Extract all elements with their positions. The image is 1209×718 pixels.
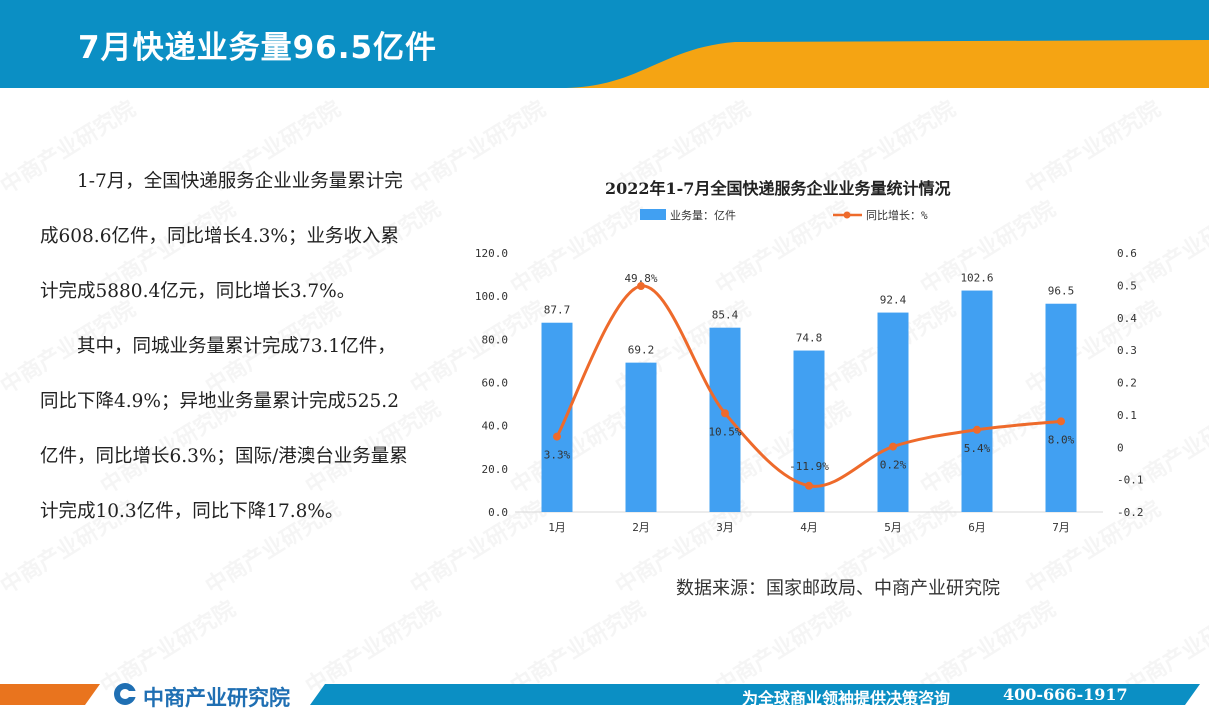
footer-bar: 中商产业研究院 为全球商业领袖提供决策咨询 400-666-1917 — [0, 676, 1209, 718]
y-right-tick-label: -0.1 — [1117, 474, 1144, 487]
growth-value-label: 3.3% — [544, 449, 571, 462]
legend-line-label: 同比增长：% — [866, 208, 928, 222]
bar-value-label: 102.6 — [960, 272, 993, 285]
growth-value-label: -11.9% — [789, 460, 829, 473]
y-left-tick-label: 0.0 — [488, 506, 508, 519]
footer-brand: 中商产业研究院 — [143, 686, 290, 710]
paragraph-detail: 其中，同城业务量累计完成73.1亿件，同比下降4.9%；异地业务量累计完成525… — [40, 336, 408, 522]
growth-value-label: 49.8% — [624, 272, 657, 285]
x-tick-label: 5月 — [884, 521, 902, 534]
y-right-tick-label: 0.6 — [1117, 247, 1137, 260]
y-right-tick-label: 0.3 — [1117, 344, 1137, 357]
growth-value-label: 10.5% — [708, 425, 741, 438]
growth-value-label: 5.4% — [964, 442, 991, 455]
bar-value-label: 92.4 — [880, 294, 907, 307]
body-text: 1-7月，全国快递服务企业业务量累计完成608.6亿件，同比增长4.3%；业务收… — [40, 154, 412, 539]
x-tick-label: 2月 — [632, 521, 650, 534]
growth-point-6 — [973, 425, 981, 434]
footer-phone: 400-666-1917 — [1003, 685, 1128, 704]
bar-value-label: 74.8 — [796, 332, 823, 345]
y-left-tick-label: 40.0 — [482, 420, 509, 433]
chart-title: 2022年1-7月全国快递服务企业业务量统计情况 — [605, 179, 951, 198]
growth-point-5 — [889, 442, 897, 451]
y-right-tick-label: 0.1 — [1117, 409, 1137, 422]
bar-value-label: 69.2 — [628, 344, 655, 357]
growth-point-7 — [1057, 417, 1065, 426]
y-right-tick-label: 0.4 — [1117, 312, 1137, 325]
growth-point-3 — [721, 409, 729, 418]
x-tick-label: 6月 — [968, 521, 986, 534]
bar-7 — [1045, 303, 1077, 512]
y-left-tick-label: 120.0 — [475, 247, 508, 260]
y-left-tick-label: 80.0 — [482, 333, 509, 346]
bar-value-label: 87.7 — [544, 304, 571, 317]
paragraph-summary: 1-7月，全国快递服务企业业务量累计完成608.6亿件，同比增长4.3%；业务收… — [40, 171, 403, 302]
legend-line-marker — [843, 211, 851, 219]
x-tick-label: 1月 — [548, 521, 566, 534]
bar-3 — [709, 327, 741, 512]
x-tick-label: 7月 — [1052, 521, 1070, 534]
growth-point-4 — [805, 481, 813, 490]
page-title: 7月快递业务量96.5亿件 — [78, 30, 438, 66]
header-background — [0, 0, 1209, 88]
y-right-tick-label: 0 — [1117, 441, 1124, 454]
growth-point-1 — [553, 432, 561, 441]
bar-2 — [625, 362, 657, 512]
y-left-tick-label: 20.0 — [482, 463, 509, 476]
bar-6 — [961, 290, 993, 512]
y-left-tick-label: 100.0 — [475, 290, 508, 303]
x-tick-label: 3月 — [716, 521, 734, 534]
footer-background — [0, 683, 1200, 705]
brand-logo-icon — [114, 683, 137, 705]
y-left-tick-label: 60.0 — [482, 377, 509, 390]
y-right-tick-label: 0.2 — [1117, 377, 1137, 390]
growth-value-label: 0.2% — [880, 459, 907, 472]
growth-rate-line — [555, 284, 1062, 488]
y-right-tick-label: 0.5 — [1117, 279, 1137, 292]
chart-svg: 业务量：亿件 同比增长：% 0.0 20.0 40.0 60.0 80.0 100.0 120.… — [475, 208, 1144, 534]
data-source: 数据来源：国家邮政局、中商产业研究院 — [676, 578, 1000, 599]
growth-value-label: 8.0% — [1048, 433, 1075, 446]
header-banner: 7月快递业务量96.5亿件 — [0, 0, 1209, 88]
growth-point-2 — [637, 282, 645, 291]
bar-value-label: 96.5 — [1048, 285, 1075, 298]
legend-bar-label: 业务量：亿件 — [670, 209, 736, 222]
bar-1 — [541, 322, 573, 512]
legend-bar-swatch — [640, 209, 666, 220]
bar-value-label: 85.4 — [712, 309, 739, 322]
y-right-tick-label: -0.2 — [1117, 506, 1144, 519]
x-tick-label: 4月 — [800, 521, 818, 534]
bar-5 — [877, 312, 909, 512]
footer-slogan: 为全球商业领袖提供决策咨询 — [742, 689, 951, 708]
